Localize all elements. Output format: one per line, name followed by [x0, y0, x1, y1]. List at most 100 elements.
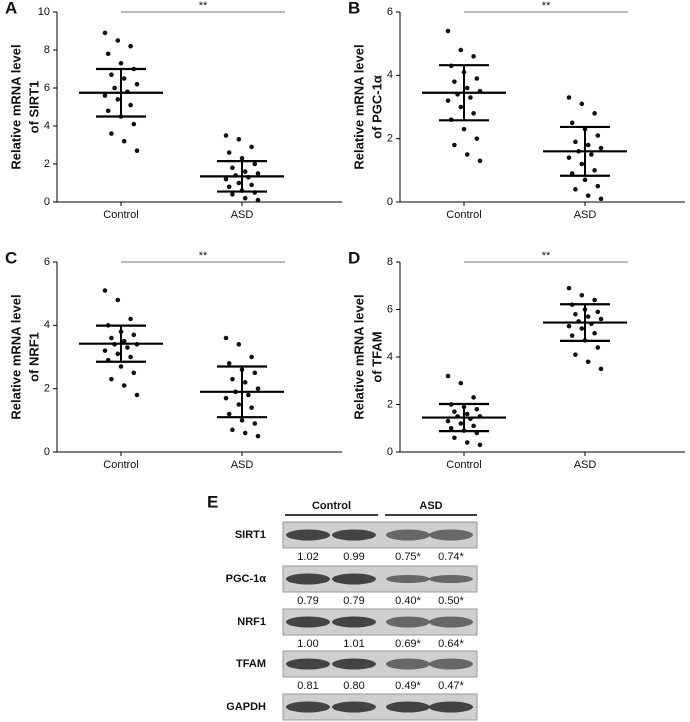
data-point — [595, 183, 601, 189]
band-value: 0.47* — [438, 680, 464, 692]
panel-label: C — [5, 248, 17, 267]
x-tick-label: ASD — [231, 459, 254, 471]
data-point — [573, 352, 578, 357]
blot-band — [386, 658, 430, 670]
data-point — [102, 348, 108, 353]
data-point — [226, 184, 232, 190]
y-tick-label: 0 — [387, 446, 393, 458]
data-point — [579, 161, 585, 167]
panel-label: D — [348, 248, 360, 267]
data-point — [458, 47, 464, 53]
data-point — [458, 380, 464, 386]
blot-band — [332, 658, 376, 670]
data-point — [236, 402, 242, 407]
band-value: 0.80 — [343, 680, 364, 692]
data-point — [102, 30, 108, 36]
data-point — [452, 79, 457, 84]
data-point — [242, 169, 248, 174]
x-tick-label: Control — [446, 459, 481, 471]
data-point — [252, 421, 258, 426]
blot-band — [429, 529, 473, 541]
y-axis-label: of SIRT1 — [26, 81, 41, 134]
data-point — [579, 292, 585, 298]
data-point — [226, 411, 232, 417]
panel-label: E — [207, 492, 218, 511]
data-point — [592, 168, 597, 173]
data-point — [115, 351, 121, 357]
data-point — [230, 427, 235, 433]
panel-label: B — [348, 0, 360, 17]
y-tick-label: 8 — [44, 44, 50, 56]
data-point — [134, 148, 140, 153]
data-point — [121, 76, 127, 81]
y-axis-label: Relative mRNA level — [8, 294, 23, 419]
data-point — [445, 373, 451, 379]
data-point — [471, 54, 476, 59]
data-point — [128, 102, 133, 108]
data-point — [579, 326, 585, 331]
data-point — [223, 133, 229, 138]
y-tick-label: 0 — [44, 446, 50, 458]
data-point — [236, 342, 242, 347]
y-tick-label: 6 — [44, 82, 50, 94]
blot-band — [286, 529, 330, 541]
data-point — [128, 316, 133, 322]
band-value: 0.75* — [395, 551, 421, 563]
band-value: 0.99 — [343, 551, 364, 563]
data-point — [573, 187, 578, 192]
data-point — [252, 161, 258, 167]
y-axis-label: of NRF1 — [26, 332, 41, 382]
blot-band — [332, 701, 376, 713]
blot-band — [332, 573, 376, 585]
blot-band — [286, 616, 330, 628]
y-tick-label: 4 — [387, 351, 393, 363]
data-point — [223, 335, 229, 341]
data-point — [461, 126, 467, 132]
data-point — [109, 72, 114, 77]
data-point — [595, 309, 601, 315]
data-point — [102, 93, 108, 98]
blot-band — [386, 616, 430, 628]
blot-band — [429, 701, 473, 713]
data-point — [128, 354, 133, 360]
data-point — [474, 406, 480, 412]
data-point — [598, 316, 604, 322]
blot-band — [386, 529, 430, 541]
data-point — [445, 418, 451, 424]
y-tick-label: 6 — [387, 6, 393, 18]
data-point — [458, 104, 464, 110]
y-tick-label: 8 — [387, 256, 393, 268]
panel-label: A — [5, 0, 17, 17]
data-point — [109, 131, 114, 136]
band-value: 0.64* — [438, 638, 464, 650]
data-point — [445, 28, 451, 34]
data-point — [249, 182, 254, 188]
y-tick-label: 4 — [387, 69, 393, 81]
data-point — [230, 165, 235, 171]
data-point — [236, 137, 242, 142]
data-point — [230, 192, 235, 197]
data-point — [255, 171, 261, 176]
data-point — [452, 409, 457, 414]
data-point — [471, 395, 476, 400]
data-point — [115, 97, 121, 102]
significance-label: ** — [542, 250, 551, 262]
band-value: 0.74* — [438, 551, 464, 563]
blot-band — [429, 616, 473, 628]
data-point — [585, 359, 591, 365]
blot-band — [332, 529, 376, 541]
y-tick-label: 2 — [44, 158, 50, 170]
blot-band — [386, 701, 430, 713]
data-point — [448, 425, 454, 431]
data-point — [589, 152, 594, 157]
row-label: NRF1 — [237, 616, 266, 628]
data-point — [468, 95, 473, 100]
data-point — [566, 155, 572, 160]
data-point — [223, 176, 229, 182]
data-point — [128, 43, 133, 49]
data-point — [255, 433, 261, 439]
data-point — [121, 383, 127, 388]
band-value: 0.79 — [343, 595, 364, 607]
data-point — [595, 345, 601, 350]
